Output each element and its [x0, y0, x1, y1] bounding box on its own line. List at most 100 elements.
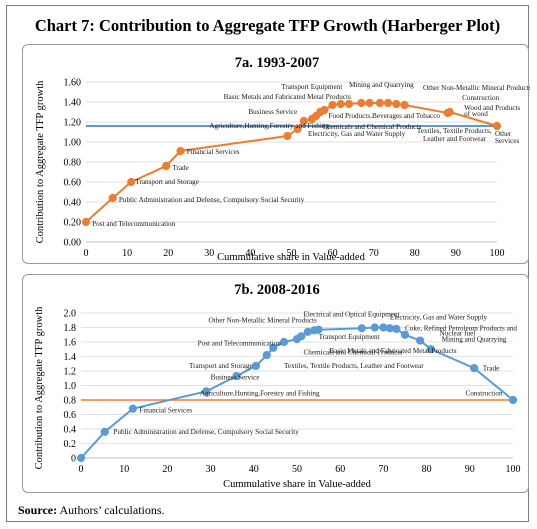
chart-b-y-axis-label: Contribution to Aggregate TFP growth	[34, 306, 45, 469]
x-tick-label: 20	[163, 248, 173, 259]
source-text: Authors’ calculations.	[59, 503, 165, 517]
annotation-label: Food Products,Beverages and Tobacco	[328, 112, 440, 120]
data-point	[392, 324, 401, 334]
annotation-label: Electrical and Optical Equipment	[303, 311, 399, 319]
annotation-label: Electricity, Gas and Water Supply	[308, 130, 406, 138]
figure-frame: Chart 7: Contribution to Aggregate TFP G…	[6, 5, 530, 522]
x-tick-label: 90	[451, 248, 461, 259]
data-point	[344, 99, 354, 109]
y-tick-label: 1.0	[64, 381, 77, 392]
chart-b-annotations: Public Administration and Defense, Compu…	[113, 311, 517, 436]
data-point	[426, 345, 436, 354]
annotation-label: Trade	[483, 364, 500, 372]
data-point	[392, 99, 401, 109]
x-tick-label: 60	[328, 248, 338, 259]
annotation-label: Construction	[465, 390, 503, 398]
data-point	[370, 323, 379, 332]
x-tick-label: 30	[204, 248, 214, 259]
annotation-label: Electricity, Gas and Water Supply	[390, 314, 488, 322]
data-point	[400, 100, 409, 110]
x-tick-label: 40	[249, 464, 259, 475]
annotation-label: Textiles, Textile Products, Leather and …	[284, 362, 424, 370]
data-point	[492, 121, 502, 131]
annotation-label: Business Service	[248, 108, 297, 116]
chart-b-gridlines	[81, 312, 513, 444]
data-point	[299, 116, 308, 126]
annotation-label: Transport and Storage	[189, 362, 253, 370]
y-tick-label: 0.6	[64, 410, 77, 421]
x-tick-label: 0	[84, 248, 89, 259]
annotation-label: Chemicals and Chemical Products	[322, 123, 421, 131]
annotation-label: Other Non-Metallic Mineral Products	[208, 316, 317, 324]
data-point	[279, 337, 289, 347]
y-tick-label: 1.8	[64, 323, 77, 334]
y-tick-label: 2.0	[64, 309, 77, 320]
x-tick-label: 80	[422, 464, 432, 475]
data-point	[293, 124, 302, 134]
data-point	[76, 453, 86, 463]
data-point	[365, 98, 374, 108]
chart-b-data-points	[76, 323, 518, 463]
data-point	[508, 395, 518, 405]
annotation-label: Public Administration and Defense, Compu…	[119, 196, 305, 204]
annotation-label: Leather and Footwear	[423, 135, 487, 143]
data-point	[162, 161, 171, 171]
chart-a-data-points	[81, 98, 502, 227]
y-tick-label: 0.4	[64, 425, 77, 436]
data-point	[232, 371, 241, 381]
x-tick-label: 30	[206, 464, 216, 475]
x-tick-label: 70	[369, 248, 379, 259]
chart-b-title: 7b. 2008-2016	[234, 282, 319, 298]
y-tick-label: 1.40	[64, 98, 82, 109]
annotation-label: Business Service	[211, 374, 260, 382]
data-point	[251, 361, 261, 371]
x-tick-label: 70	[378, 464, 388, 475]
x-tick-label: 60	[335, 464, 345, 475]
data-point	[416, 336, 425, 345]
annotation-label: Transport and Storage	[135, 178, 199, 186]
annotation-label: Basic Metals and Fabricated Metal Produc…	[224, 93, 351, 101]
data-point	[383, 98, 393, 108]
y-tick-label: 1.4	[64, 352, 77, 363]
x-tick-label: 100	[490, 248, 505, 259]
y-tick-label: 0.40	[64, 198, 82, 209]
y-tick-label: 1.6	[64, 338, 77, 349]
data-point	[320, 105, 329, 115]
x-tick-label: 80	[410, 248, 420, 259]
annotation-label: Mining and Quarrying	[442, 335, 507, 343]
annotation-label: Coke, Refined Petroleum Products and	[405, 324, 517, 332]
annotation-label: Financial Services	[187, 148, 240, 156]
data-point	[128, 404, 137, 413]
annotation-label: Transport Equipment	[281, 83, 342, 91]
data-point	[100, 427, 109, 436]
data-point	[269, 343, 278, 352]
annotation-label: Agriculture,Hunting,Forestry and Fishing	[209, 122, 329, 130]
y-tick-label: 1.00	[64, 138, 82, 149]
annotation-label: Wood and Products	[464, 104, 520, 112]
data-point	[314, 325, 323, 334]
data-point	[303, 327, 312, 336]
x-tick-label: 0	[79, 464, 84, 475]
x-tick-label: 90	[465, 464, 475, 475]
annotation-label: Transport Equipment	[319, 333, 380, 341]
source-note: Source: Authors’ calculations.	[18, 503, 165, 518]
data-point	[375, 98, 384, 108]
chart-a-x-tick-labels: 0 10 20 30 40 50 60 70 80 90 100	[84, 248, 505, 259]
data-point	[81, 217, 91, 227]
x-tick-label: 50	[292, 464, 302, 475]
data-point	[127, 177, 136, 187]
x-tick-label: 100	[506, 464, 521, 475]
data-point	[400, 330, 410, 339]
chart-b-y-tick-labels: 0 0.2 0.4 0.6 0.8 1.0 1.2 1.4 1.6 1.8 2.0	[64, 309, 77, 465]
annotation-label: of wood	[464, 110, 488, 118]
annotation-label: Construction	[462, 94, 500, 102]
y-tick-label: 0.00	[64, 238, 82, 249]
annotation-label: Post and Telecommunication	[198, 340, 282, 348]
data-point	[445, 107, 454, 117]
annotation-label: Trade	[172, 164, 189, 172]
data-point	[262, 350, 271, 360]
chart-b-x-tick-labels: 0 10 20 30 40 50 60 70 80 90 100	[79, 464, 521, 475]
figure-title: Chart 7: Contribution to Aggregate TFP G…	[34, 16, 501, 35]
data-point	[176, 146, 185, 156]
y-tick-label: 1.60	[64, 78, 82, 89]
